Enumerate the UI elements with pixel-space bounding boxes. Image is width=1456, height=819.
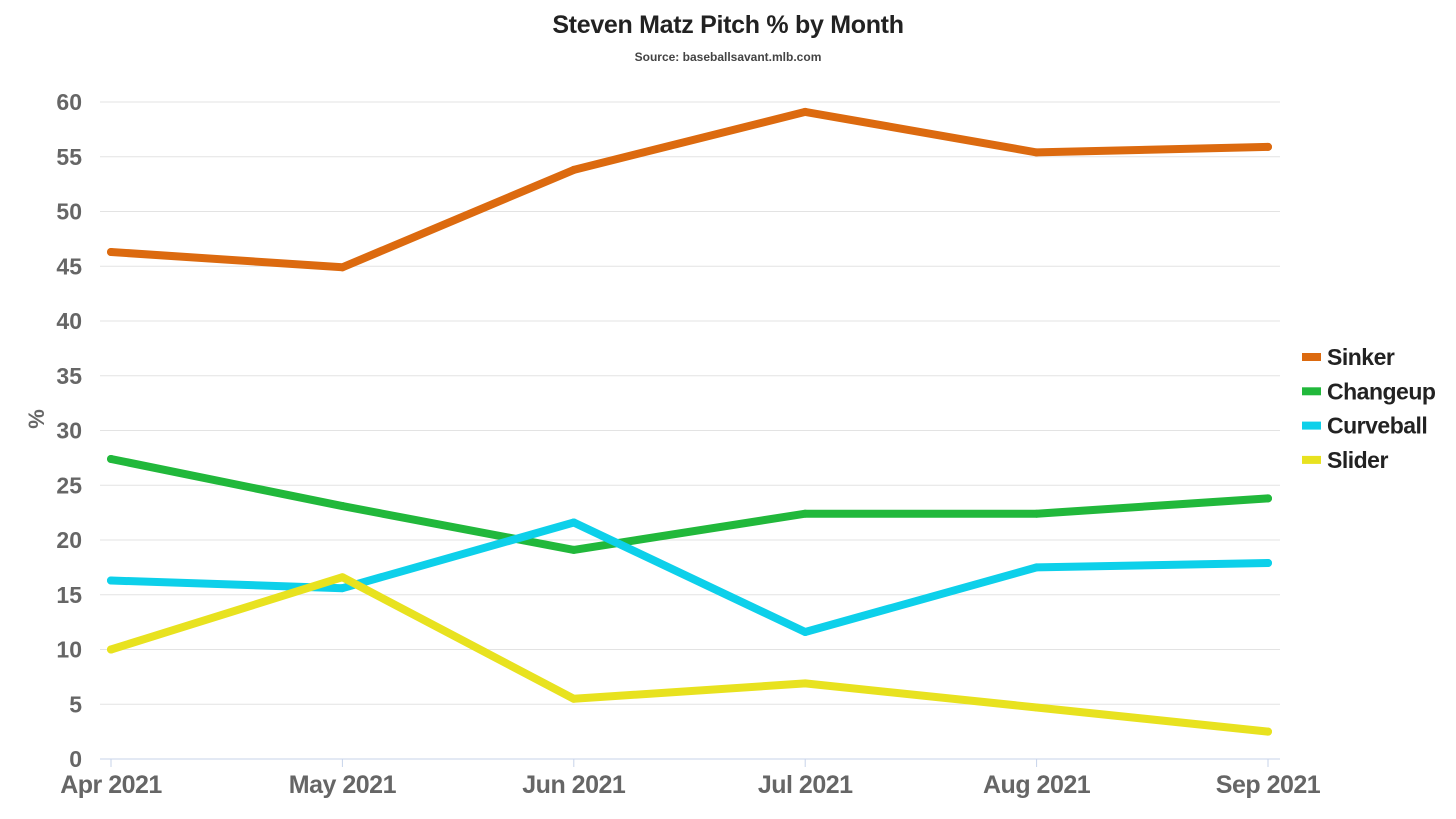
chart-title: Steven Matz Pitch % by Month — [552, 11, 903, 39]
x-tick-label: Jun 2021 — [522, 771, 626, 799]
data-point-sinker[interactable] — [1032, 148, 1041, 157]
series-line-curveball — [107, 518, 1272, 636]
y-axis-ticks: 0 5 10 15 20 25 30 35 40 45 50 55 60 — [56, 89, 82, 772]
data-point-curveball[interactable] — [801, 627, 810, 636]
legend-label: Changeup — [1327, 378, 1436, 404]
series-lines — [107, 107, 1272, 736]
legend-label: Curveball — [1327, 413, 1427, 439]
data-point-sinker[interactable] — [1264, 142, 1272, 151]
y-tick-label: 55 — [56, 144, 82, 170]
data-point-changeup[interactable] — [801, 509, 810, 518]
series-line-sinker — [107, 107, 1272, 272]
y-tick-label: 5 — [69, 691, 82, 717]
data-point-sinker[interactable] — [569, 165, 578, 174]
y-tick-label: 45 — [56, 253, 82, 279]
legend-item-changeup[interactable]: Changeup — [1302, 378, 1436, 404]
data-point-slider[interactable] — [1264, 727, 1272, 736]
legend-swatch — [1302, 455, 1321, 464]
legend-swatch — [1302, 353, 1321, 361]
legend-label: Sinker — [1327, 344, 1395, 370]
legend-label: Slider — [1327, 447, 1388, 473]
y-tick-label: 10 — [56, 637, 82, 663]
x-tick-label: Sep 2021 — [1216, 771, 1321, 799]
data-point-changeup[interactable] — [569, 545, 578, 554]
y-axis-label: % — [24, 409, 49, 429]
y-tick-label: 50 — [56, 199, 82, 225]
y-tick-label: 15 — [56, 582, 82, 608]
data-point-changeup[interactable] — [1032, 509, 1041, 518]
series-line-changeup — [107, 455, 1272, 554]
y-tick-label: 0 — [69, 746, 82, 772]
series-line-slider — [107, 573, 1272, 736]
legend-item-slider[interactable]: Slider — [1302, 447, 1389, 473]
y-tick-label: 20 — [56, 527, 82, 553]
data-point-sinker[interactable] — [801, 107, 810, 116]
legend[interactable]: Sinker Changeup Curveball Slider — [1302, 344, 1436, 473]
y-tick-label: 30 — [56, 418, 82, 444]
x-tick-label: May 2021 — [289, 771, 397, 799]
data-point-slider[interactable] — [801, 679, 810, 688]
grid-lines — [100, 101, 1280, 705]
x-tick-label: Apr 2021 — [60, 771, 162, 799]
chart-subtitle: Source: baseballsavant.mlb.com — [635, 50, 822, 64]
legend-item-curveball[interactable]: Curveball — [1302, 413, 1428, 439]
data-point-changeup[interactable] — [1264, 494, 1272, 503]
y-tick-label: 40 — [56, 308, 82, 334]
data-point-curveball[interactable] — [569, 518, 578, 527]
y-tick-label: 25 — [56, 472, 82, 498]
data-point-curveball[interactable] — [338, 584, 347, 593]
data-point-changeup[interactable] — [107, 454, 115, 463]
data-point-curveball[interactable] — [1032, 563, 1041, 572]
data-point-slider[interactable] — [107, 645, 115, 654]
data-point-curveball[interactable] — [107, 576, 115, 585]
legend-swatch — [1302, 421, 1321, 430]
data-point-changeup[interactable] — [338, 502, 347, 511]
legend-item-sinker[interactable]: Sinker — [1302, 344, 1395, 370]
data-point-slider[interactable] — [1032, 703, 1041, 712]
legend-swatch — [1302, 387, 1321, 396]
data-point-curveball[interactable] — [1264, 558, 1272, 567]
data-point-sinker[interactable] — [338, 263, 347, 272]
y-tick-label: 35 — [56, 363, 82, 389]
data-point-slider[interactable] — [338, 573, 347, 582]
x-tick-label: Aug 2021 — [983, 771, 1091, 799]
data-point-slider[interactable] — [569, 694, 578, 703]
x-axis: Apr 2021 May 2021 Jun 2021 Jul 2021 Aug 2021… — [60, 758, 1321, 799]
data-point-sinker[interactable] — [107, 248, 115, 257]
y-tick-label: 60 — [56, 89, 82, 115]
x-tick-label: Jul 2021 — [758, 771, 853, 799]
